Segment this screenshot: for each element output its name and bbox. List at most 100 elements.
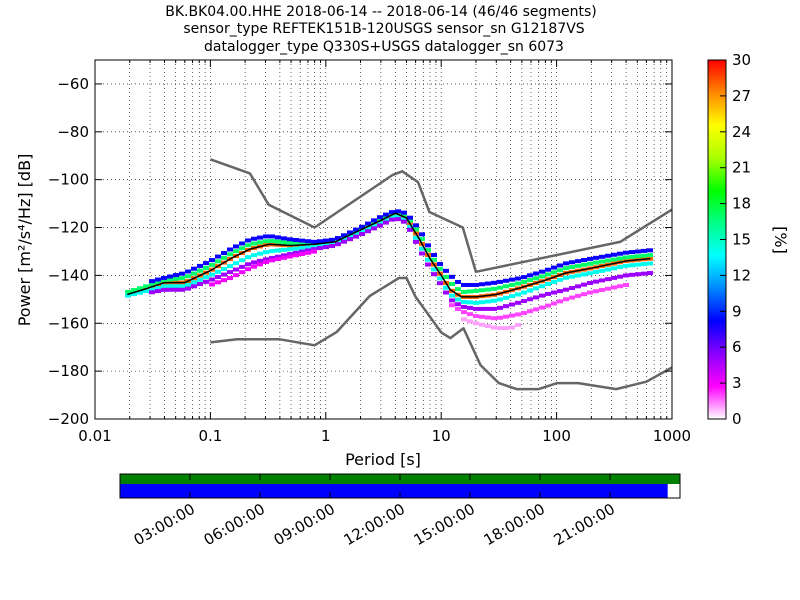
density-cell [521,275,527,280]
density-cell [635,262,641,267]
density-cell [617,251,623,256]
density-cell [413,239,419,244]
density-cell [305,248,311,253]
density-cell [575,263,581,268]
density-cell [131,292,137,297]
density-cell [515,312,521,317]
density-cell [209,277,215,282]
colorbar-tick-label: 6 [732,338,742,356]
density-cell [455,279,461,284]
density-cell [431,267,437,272]
density-cell [341,239,347,244]
density-cell [461,289,467,294]
density-cell [473,282,479,287]
y-tick-label: −180 [48,362,89,380]
density-cell [569,265,575,270]
density-cell [173,276,179,281]
density-cell [377,215,383,220]
density-cell [341,237,347,242]
density-cell [221,255,227,260]
y-tick-label: −140 [48,266,89,284]
density-cell [143,284,149,289]
density-cell [317,246,323,251]
density-cell [329,237,335,242]
y-tick-label: −200 [48,410,89,428]
density-cell [395,214,401,219]
density-cell [263,260,269,265]
density-cell [143,289,149,294]
density-cell [353,227,359,232]
density-cell [197,268,203,273]
density-cell [299,245,305,250]
density-cell [221,272,227,277]
density-cell [311,239,317,244]
density-cell [557,268,563,273]
density-cell [629,254,635,259]
density-cell [461,304,467,309]
density-cell [503,314,509,319]
density-cell [587,290,593,295]
density-cell [407,224,413,229]
density-cell [623,250,629,255]
density-cell [521,299,527,304]
density-cell [647,261,653,266]
density-cell [503,304,509,309]
density-cell [545,267,551,272]
density-cell [491,316,497,321]
density-cell [395,217,401,222]
density-cell [605,277,611,282]
density-cell [209,262,215,267]
density-cell [281,247,287,252]
density-cell [479,306,485,311]
density-cell [509,277,515,282]
density-cell [245,243,251,248]
density-cell [533,307,539,312]
density-cell [539,293,545,298]
x-tick-label: 1 [321,427,331,445]
density-cell [515,292,521,297]
density-cell [383,220,389,225]
density-cell [527,309,533,314]
density-cell [209,282,215,287]
density-cell [173,287,179,292]
density-cell [563,261,569,266]
colorbar: 0 3 6 9 12 15 18 21 24 27 30 [%] [707,51,790,428]
density-cell [437,281,443,286]
density-cell [509,313,515,318]
density-cell [197,277,203,282]
density-cell [131,288,137,293]
density-cell [473,288,479,293]
density-cell [503,278,509,283]
density-cell [599,268,605,273]
density-cell [251,264,257,269]
density-cell [467,282,473,287]
density-cell [551,290,557,295]
density-cell [233,273,239,278]
segment-timeline: 03:00:00 06:00:00 09:00:00 12:00:00 15:00:00… [119,473,681,549]
density-cell [491,298,497,303]
density-cell [365,226,371,231]
density-cell [455,302,461,307]
density-cell [485,299,491,304]
density-cell [623,255,629,260]
density-cell [323,242,329,247]
density-cell [473,306,479,311]
density-cell [305,250,311,255]
density-cell [503,284,509,289]
density-cell [647,271,653,276]
density-cell [149,282,155,287]
density-cell [419,232,425,237]
density-cell [557,299,563,304]
density-cell [245,238,251,243]
colorbar-tick-label: 27 [732,87,751,105]
density-cell [149,287,155,292]
density-cell [185,282,191,287]
density-cell [449,298,455,303]
density-cell [641,248,647,253]
density-cell [479,288,485,293]
colorbar-label: [%] [771,226,790,254]
density-cell [629,272,635,277]
density-cell [611,285,617,290]
density-cell [545,272,551,277]
density-cell [563,287,569,292]
